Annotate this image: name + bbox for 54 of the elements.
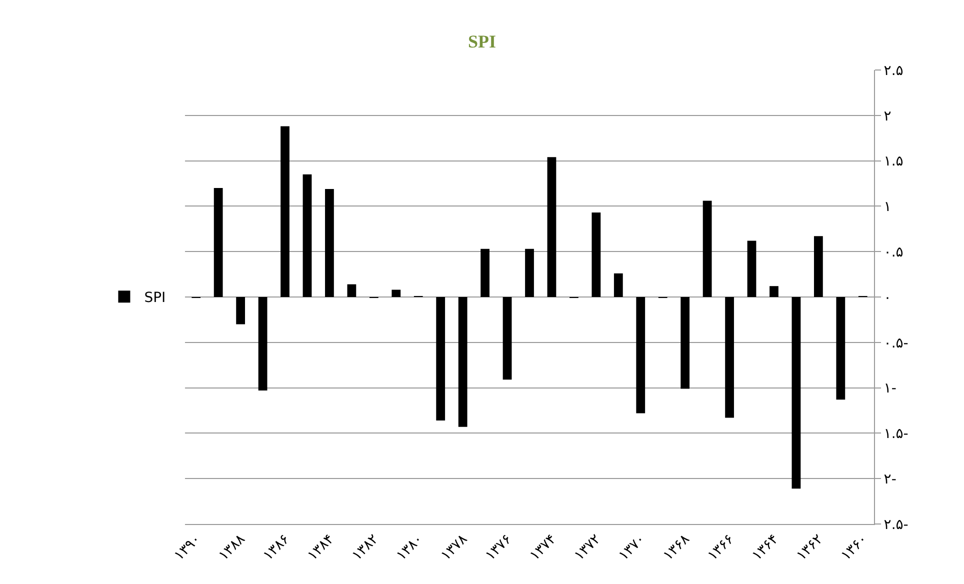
y-tick-label: ۲ <box>884 108 892 124</box>
x-tick-label: ۱۳۶۶ <box>704 531 738 564</box>
y-tick-label: ۰ <box>884 290 892 306</box>
x-tick-label: ۱۳۷۴ <box>526 531 560 564</box>
bar <box>236 297 246 324</box>
x-tick-label: ۱۳۸۸ <box>216 530 249 564</box>
y-tick-label: ۲.۵ <box>884 62 904 79</box>
bar <box>725 297 734 418</box>
bar <box>702 200 712 297</box>
bar <box>258 297 268 391</box>
chart-title: SPI <box>468 32 496 52</box>
bar <box>280 126 290 297</box>
y-tick-label: ۱- <box>884 380 896 397</box>
bar <box>680 297 690 389</box>
bar <box>302 174 312 297</box>
bar <box>436 297 446 420</box>
bar <box>770 286 778 297</box>
bar <box>614 273 623 297</box>
bar <box>458 297 468 427</box>
y-tick-label: ۱.۵ <box>884 154 904 170</box>
bar <box>347 284 356 297</box>
y-tick-label: ۰.۵ <box>884 244 904 260</box>
y-tick-label: ۱.۵- <box>884 426 908 442</box>
bar <box>636 297 646 414</box>
x-tick-label: ۱۳۸۴ <box>304 531 338 564</box>
bar <box>214 188 223 297</box>
y-tick-label: ۲.۵- <box>884 516 908 533</box>
x-tick-label: ۱۳۷۰ <box>616 531 648 564</box>
x-tick-label: ۱۳۸۰ <box>394 531 426 564</box>
bar <box>392 290 401 297</box>
bar <box>814 236 823 297</box>
bar <box>325 188 334 297</box>
legend-label: SPI <box>144 290 166 306</box>
x-tick-label: ۱۳۷۶ <box>482 531 516 564</box>
bar <box>547 157 556 297</box>
bar <box>836 297 846 400</box>
bar <box>525 248 534 297</box>
bar <box>792 297 801 489</box>
x-tick-label: ۱۳۷۸ <box>438 530 471 564</box>
x-tick-label: ۱۳۸۲ <box>349 531 382 564</box>
y-tick-label: ۱ <box>884 199 892 216</box>
x-tick-label: ۱۳۶۰ <box>838 531 871 564</box>
x-tick-label: ۱۳۶۴ <box>749 531 782 564</box>
bar <box>747 240 756 297</box>
x-tick-label: ۱۳۶۸ <box>660 530 694 564</box>
y-tick-label: ۰.۵- <box>884 335 908 352</box>
bar <box>480 248 490 297</box>
x-tick-label: ۱۳۷۲ <box>571 531 604 564</box>
x-tick-label: ۱۳۹۰ <box>171 531 204 564</box>
x-tick-label: ۱۳۸۶ <box>260 531 293 564</box>
x-tick-label: ۱۳۶۲ <box>794 531 826 564</box>
bar <box>592 212 601 297</box>
bar <box>502 297 512 380</box>
y-tick-label: ۲- <box>884 472 896 488</box>
